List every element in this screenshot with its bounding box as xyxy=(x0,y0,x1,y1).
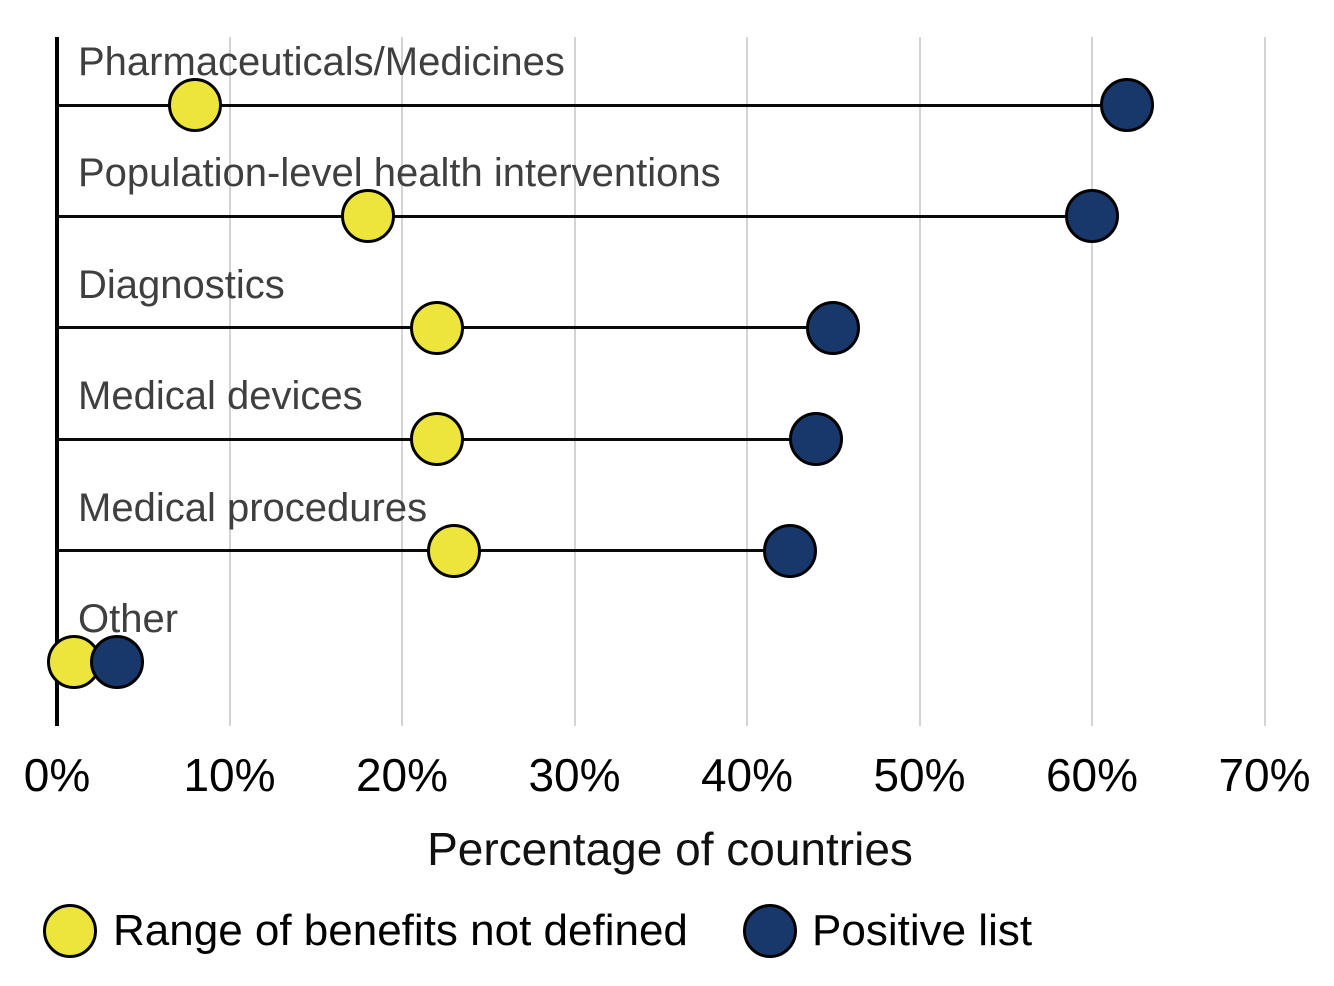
dot-positive-list xyxy=(90,635,145,689)
connector-line xyxy=(57,214,1092,218)
plot-area: Pharmaceuticals/Medicines Population-leve… xyxy=(24,37,1311,801)
x-tick-label: 20% xyxy=(355,749,449,801)
x-tick-label: 60% xyxy=(1045,749,1139,801)
legend-label-not-defined: Range of benefits not defined xyxy=(113,906,688,955)
x-tick-label: 30% xyxy=(528,749,621,801)
dot-range-not-defined xyxy=(426,523,481,578)
gridline xyxy=(746,37,748,726)
dot-positive-list xyxy=(789,412,843,467)
legend-marker-not-defined xyxy=(43,904,97,958)
gridline xyxy=(228,37,231,726)
connector-line xyxy=(57,103,1127,107)
legend: Range of benefits not defined Positive l… xyxy=(0,898,1334,968)
x-tick-label: 50% xyxy=(873,749,966,801)
legend-label-positive-list: Positive list xyxy=(812,906,1033,955)
category-label: Population-level health interventions xyxy=(78,151,721,196)
category-label: Medical devices xyxy=(78,374,363,419)
category-label: Medical procedures xyxy=(78,485,428,530)
x-tick-label: 10% xyxy=(183,749,276,801)
x-axis-title: Percentage of countries xyxy=(427,823,913,875)
x-tick-label: 40% xyxy=(700,749,794,801)
dot-positive-list xyxy=(763,523,818,578)
dot-positive-list xyxy=(1065,189,1119,244)
gridline xyxy=(918,37,921,726)
y-axis-line xyxy=(55,37,59,726)
dot-range-not-defined xyxy=(168,78,222,132)
gridline xyxy=(1263,37,1266,726)
dot-positive-list xyxy=(806,300,861,355)
legend-marker-positive-list xyxy=(743,904,797,958)
x-tick-label: 0% xyxy=(23,749,91,801)
connector-line xyxy=(57,549,791,553)
category-label: Pharmaceuticals/Medicines xyxy=(78,40,565,84)
dot-range-not-defined xyxy=(409,412,464,467)
dot-positive-list xyxy=(1099,78,1154,132)
category-label: Other xyxy=(78,597,179,641)
gridline xyxy=(573,37,576,726)
dot-range-not-defined xyxy=(409,300,464,355)
x-tick-label: 70% xyxy=(1218,749,1311,801)
gridline xyxy=(401,37,403,726)
gridline xyxy=(1091,37,1093,726)
category-label: Diagnostics xyxy=(78,262,285,307)
dot-range-not-defined xyxy=(340,189,395,244)
